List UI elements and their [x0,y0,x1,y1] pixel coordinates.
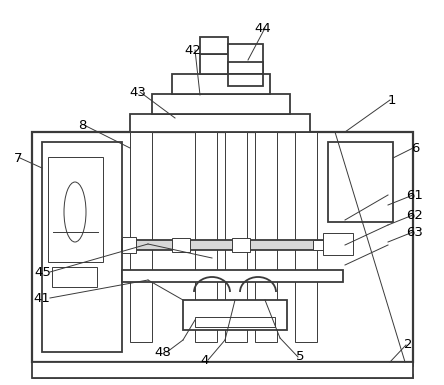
Text: 45: 45 [35,266,52,278]
Bar [32,374,413,378]
Text: 7: 7 [14,152,22,164]
Bar [328,142,393,222]
Text: 6: 6 [411,142,419,154]
Bar [130,114,310,132]
Bar [228,44,263,74]
Bar [200,37,228,54]
Bar [172,74,270,94]
Text: 43: 43 [130,85,147,99]
Text: 2: 2 [404,338,412,352]
Bar [122,270,343,282]
Bar [255,132,277,342]
Bar [295,132,317,342]
Bar [228,62,263,74]
Bar [195,317,275,327]
Bar [122,270,343,275]
Bar [172,238,190,252]
Bar [183,300,287,330]
Bar [32,362,413,378]
Text: 62: 62 [407,209,424,221]
Bar [195,132,217,342]
Ellipse shape [64,182,86,242]
Bar [200,54,242,74]
Text: 41: 41 [34,291,51,305]
Bar [122,237,136,253]
Bar [32,352,413,362]
Bar [32,132,42,362]
Text: 44: 44 [254,22,271,35]
Text: 5: 5 [296,350,304,363]
Bar [130,132,152,342]
Text: 61: 61 [407,189,424,201]
Text: 8: 8 [78,119,86,132]
Text: 42: 42 [185,44,202,57]
Text: 4: 4 [201,353,209,367]
Bar [323,233,353,255]
Bar [42,142,122,352]
Bar [32,362,413,366]
Text: 63: 63 [407,226,424,238]
Bar [32,132,413,362]
Bar [403,132,413,362]
Bar [32,132,413,142]
Bar [52,267,97,287]
Bar [152,94,290,114]
Bar [228,74,263,86]
Bar [232,238,250,252]
Bar [225,132,247,342]
Text: 1: 1 [388,94,396,107]
Bar [122,240,343,250]
Text: 48: 48 [155,345,171,358]
Bar [313,240,343,250]
Bar [48,157,103,262]
